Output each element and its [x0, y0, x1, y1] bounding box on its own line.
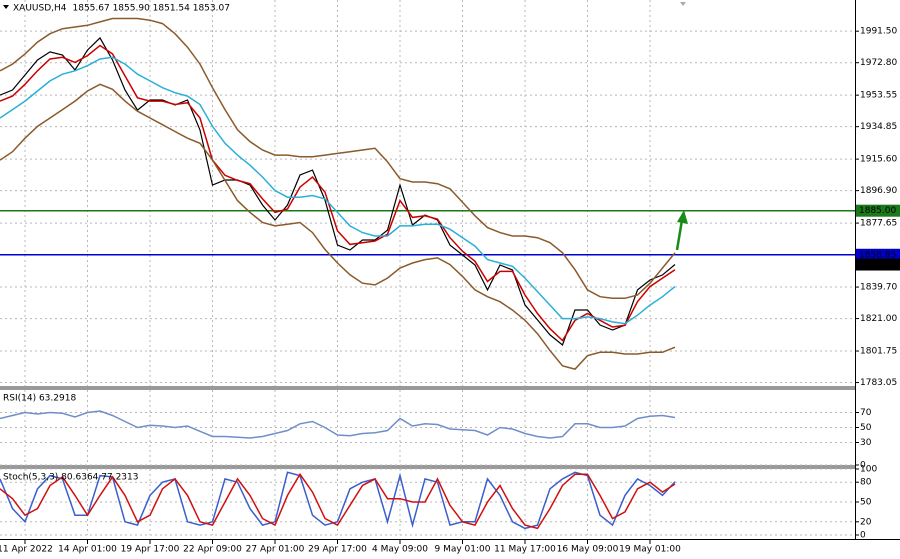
series-line [0, 36, 676, 346]
x-tick-label: 16 May 09:00 [557, 545, 619, 555]
arrow-head [677, 210, 688, 224]
annotation-arrow [675, 210, 688, 251]
y-tick-label: 100 [860, 465, 877, 475]
y-tick-label: 1877.65 [860, 219, 897, 229]
pane-title: RSI(14) 63.2918 [3, 394, 76, 404]
y-tick-label: 80 [860, 478, 872, 488]
series-line [0, 472, 676, 530]
pane-title: XAUUSD,H4 [13, 4, 67, 14]
series-line [0, 44, 676, 342]
x-tick-label: 11 Apr 2022 [0, 545, 53, 555]
x-tick-label: 27 Apr 01:00 [246, 545, 305, 555]
menu-icon [3, 5, 9, 9]
arrow-shaft [675, 219, 684, 251]
y-tick-label: 1896.90 [860, 186, 897, 196]
x-tick-label: 22 Apr 09:00 [183, 545, 242, 555]
y-tick-label: 0 [860, 461, 866, 471]
series-line [0, 410, 676, 439]
pane-separator [0, 386, 855, 390]
x-tick-label: 9 May 01:00 [435, 545, 491, 555]
y-tick-label: 20 [860, 517, 872, 527]
y-tick-label: 1934.85 [860, 122, 897, 132]
pane-subtitle: 1855.67 1855.90 1851.54 1853.07 [73, 4, 230, 14]
y-tick-label: 50 [860, 423, 872, 433]
x-tick-label: 4 May 09:00 [372, 545, 428, 555]
last-price-box [856, 258, 900, 271]
y-tick-label: 50 [860, 498, 872, 508]
level-label-box [856, 204, 900, 217]
y-tick-label: 1915.60 [860, 155, 897, 165]
x-tick-label: 14 Apr 01:00 [58, 545, 117, 555]
x-tick-label: 19 Apr 17:00 [121, 545, 180, 555]
y-tick-label: 1821.00 [860, 314, 897, 324]
level-label: 1858.85 [859, 250, 896, 260]
y-tick-label: 1783.05 [860, 378, 897, 388]
last-price-label: 1853.07 [859, 260, 896, 270]
level-label: 1885.00 [859, 206, 896, 216]
series-line [0, 83, 676, 370]
pane-separator [0, 465, 855, 469]
y-tick-label: 1839.70 [860, 283, 897, 293]
y-tick-label: 0 [860, 531, 866, 541]
x-tick-label: 11 May 17:00 [494, 545, 556, 555]
y-tick-label: 1953.55 [860, 91, 897, 101]
shift-marker [680, 2, 686, 6]
y-tick-label: 1801.75 [860, 347, 897, 357]
y-tick-label: 1972.80 [860, 58, 897, 68]
series-line [0, 56, 676, 325]
level-label-box [856, 248, 900, 261]
pane-title: Stoch(5,3,3) 80.6364 77.2313 [3, 473, 138, 483]
x-tick-label: 19 May 01:00 [619, 545, 681, 555]
y-tick-label: 70 [860, 408, 872, 418]
y-tick-label: 30 [860, 438, 872, 448]
y-tick-label: 1991.50 [860, 27, 897, 37]
x-tick-label: 29 Apr 17:00 [308, 545, 367, 555]
series-line [0, 17, 676, 300]
